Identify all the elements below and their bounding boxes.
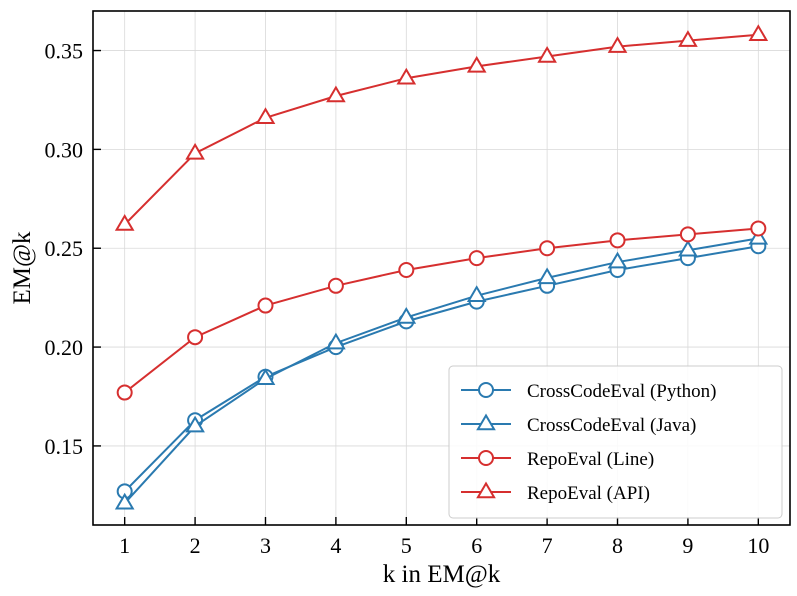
legend-label: RepoEval (Line) [527,449,654,470]
data-point [185,415,205,433]
x-tick-label: 3 [260,533,271,558]
x-tick-label: 2 [190,533,201,558]
data-point [607,36,628,53]
legend-label: CrossCodeEval (Java) [527,415,696,436]
y-axis-label: EM@k [9,231,36,305]
data-point [537,45,557,63]
y-tick-label: 0.25 [45,236,84,261]
legend-marker [476,413,496,431]
legend-item: CrossCodeEval (Java) [461,413,696,436]
x-tick-label: 6 [471,533,482,558]
y-tick-label: 0.35 [45,39,84,64]
plot-frame [92,10,791,526]
x-tick-label: 8 [612,533,623,558]
data-point [185,142,205,160]
data-point [678,30,698,47]
data-point [466,285,487,302]
data-point [255,368,276,385]
data-point [114,214,135,231]
x-tick-label: 5 [401,533,412,558]
legend-marker [476,481,496,499]
data-point [116,384,133,401]
series-1 [114,227,769,510]
data-point [114,492,135,510]
data-point [539,240,556,257]
x-tick-label: 1 [119,533,130,558]
legend-label: CrossCodeEval (Python) [527,381,716,402]
series-2 [116,220,767,401]
series-3 [114,24,769,231]
x-axis-label: k in EM@k [383,561,501,588]
series-line [123,237,759,504]
data-point [468,250,485,267]
data-point [678,239,698,257]
x-tick-label: 7 [542,533,553,558]
y-tick-label: 0.15 [45,434,84,459]
series-line [123,245,759,493]
data-point [255,107,276,125]
legend-marker [478,382,494,398]
legend-label: RepoEval (API) [527,483,650,504]
data-point [466,55,487,73]
series-line [123,33,759,226]
legend-item: CrossCodeEval (Python) [461,381,716,402]
legend-box [448,365,783,519]
data-point [327,277,344,294]
legend: CrossCodeEval (Python) CrossCodeEval (Jav… [448,365,783,519]
y-tick-label: 0.20 [45,335,84,360]
data-point [748,227,769,245]
data-point [398,261,415,278]
legend-marker [478,450,494,466]
data-point [187,329,204,346]
data-point [609,232,626,249]
data-point [326,85,346,103]
data-point [396,67,417,85]
data-point [607,251,628,269]
x-tick-label: 9 [682,533,693,558]
legend-item: RepoEval (API) [461,481,650,504]
series-group [114,24,769,510]
legend-item: RepoEval (Line) [461,449,654,470]
axis-ticks: 1 2 3 4 5 6 7 8 9 10 0.15 0.20 0.25 0.30 0.35 [45,39,770,558]
data-point [750,220,767,237]
x-tick-label: 10 [747,533,769,558]
data-point [257,297,274,314]
data-point [326,332,346,350]
x-tick-label: 4 [330,533,341,558]
data-point [679,226,696,243]
series-line [124,227,759,394]
data-point [748,24,769,41]
y-tick-label: 0.30 [45,137,84,162]
data-point [537,267,557,285]
data-point [396,306,417,324]
